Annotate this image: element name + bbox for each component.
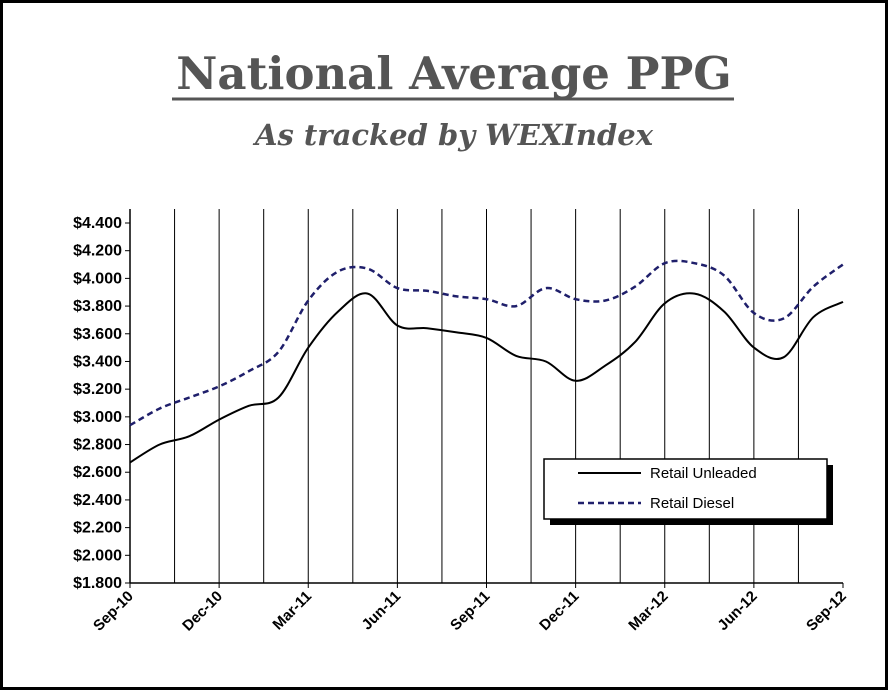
x-tick-label: Dec-11 (536, 588, 582, 634)
legend: Retail Unleaded Retail Diesel (543, 458, 833, 525)
y-tick-label: $3.000 (73, 409, 122, 426)
x-tick-label: Mar-11 (269, 588, 315, 634)
x-tick-label: Jun-12 (714, 588, 760, 634)
y-tick-label: $3.800 (73, 298, 122, 315)
y-tick-label: $4.000 (73, 270, 122, 287)
series-line-retail-unleaded (129, 292, 844, 464)
x-tick-label: Jun-11 (359, 588, 405, 634)
x-axis-ticks: Sep-10 Dec-10 Mar-11 Jun-11 Sep-11 Dec-11 Mar-… (90, 583, 850, 635)
y-axis-ticks: $1.800 $2.000 $2.200 $2.400 $2.600 $2.800 $3.0… (73, 215, 130, 592)
x-tick-label: Mar-12 (625, 588, 671, 634)
y-tick-label: $3.200 (73, 381, 122, 398)
y-tick-label: $2.200 (73, 520, 122, 537)
y-tick-label: $3.400 (73, 353, 122, 370)
y-tick-label: $4.400 (73, 215, 122, 232)
x-tick-label: Sep-11 (447, 588, 493, 634)
legend-box (543, 458, 828, 520)
y-tick-label: $2.800 (73, 437, 122, 454)
legend-label-diesel: Retail Diesel (650, 495, 734, 512)
y-tick-label: $2.000 (73, 547, 122, 564)
series-line-retail-diesel (129, 259, 844, 427)
series-lines (129, 259, 844, 464)
x-tick-label: Dec-10 (179, 588, 226, 635)
y-tick-label: $2.600 (73, 464, 122, 481)
y-tick-label: $1.800 (73, 575, 122, 592)
chart-title: National Average PPG (176, 47, 731, 100)
x-tick-label: Sep-12 (803, 588, 850, 635)
y-tick-label: $2.400 (73, 492, 122, 509)
chart-subtitle: As tracked by WEXIndex (252, 118, 654, 152)
y-tick-label: $3.600 (73, 326, 122, 343)
legend-label-unleaded: Retail Unleaded (650, 465, 757, 482)
chart-svg: National Average PPG As tracked by WEXIn… (73, 47, 850, 635)
x-tick-label: Sep-10 (90, 588, 137, 635)
y-tick-label: $4.200 (73, 243, 122, 260)
